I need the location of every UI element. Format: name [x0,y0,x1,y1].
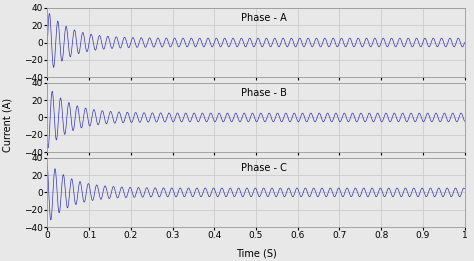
Text: Current (A): Current (A) [2,98,12,152]
Text: Time (S): Time (S) [236,248,276,258]
Text: Phase - B: Phase - B [241,88,287,98]
Text: Phase - A: Phase - A [241,13,287,23]
Text: Phase - C: Phase - C [241,163,287,173]
